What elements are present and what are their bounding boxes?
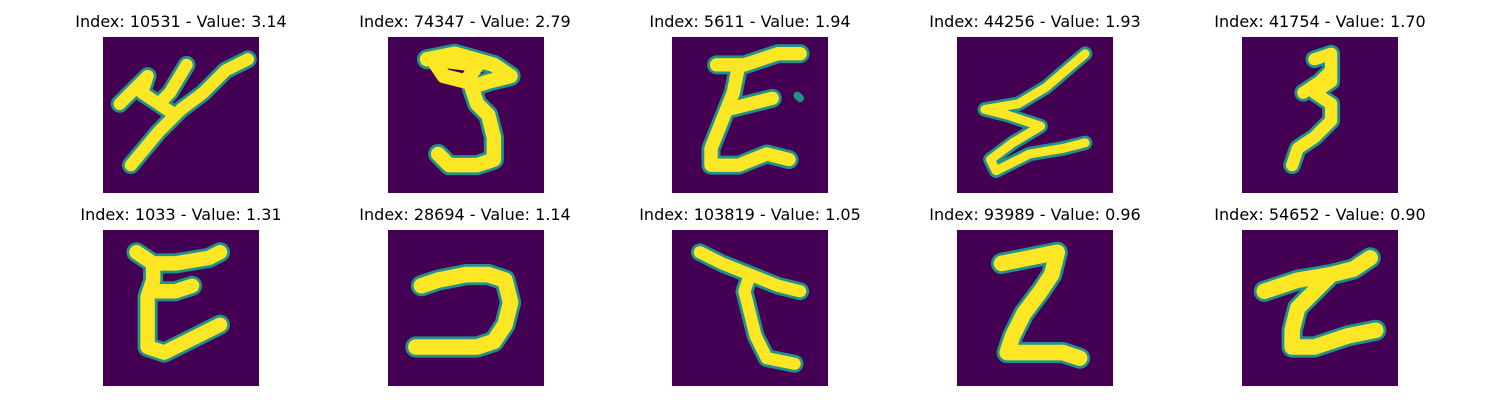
image-panel-10: Index: 54652 - Value: 0.90 <box>1170 205 1470 395</box>
image-panel-5: Index: 41754 - Value: 1.70 <box>1170 12 1470 202</box>
panel-title: Index: 103819 - Value: 1.05 <box>639 205 861 224</box>
handwritten-glyph-image <box>957 230 1113 386</box>
image-panel-9: Index: 93989 - Value: 0.96 <box>885 205 1185 395</box>
panel-title: Index: 5611 - Value: 1.94 <box>649 12 851 31</box>
panel-title: Index: 41754 - Value: 1.70 <box>1214 12 1426 31</box>
handwritten-glyph-image <box>388 37 544 193</box>
image-panel-4: Index: 44256 - Value: 1.93 <box>885 12 1185 202</box>
panel-title: Index: 54652 - Value: 0.90 <box>1214 205 1426 224</box>
handwritten-glyph-image <box>957 37 1113 193</box>
panel-title: Index: 10531 - Value: 3.14 <box>75 12 287 31</box>
panel-title: Index: 74347 - Value: 2.79 <box>359 12 571 31</box>
handwritten-glyph-image <box>1242 37 1398 193</box>
handwritten-glyph-image <box>103 230 259 386</box>
image-panel-6: Index: 1033 - Value: 1.31 <box>31 205 331 395</box>
handwritten-glyph-image <box>388 230 544 386</box>
handwritten-glyph-image <box>1242 230 1398 386</box>
image-panel-2: Index: 74347 - Value: 2.79 <box>315 12 615 202</box>
panel-title: Index: 93989 - Value: 0.96 <box>929 205 1141 224</box>
handwritten-glyph-image <box>672 230 828 386</box>
image-panel-3: Index: 5611 - Value: 1.94 <box>600 12 900 202</box>
handwritten-glyph-image <box>672 37 828 193</box>
image-panel-1: Index: 10531 - Value: 3.14 <box>31 12 331 202</box>
image-panel-7: Index: 28694 - Value: 1.14 <box>315 205 615 395</box>
panel-title: Index: 1033 - Value: 1.31 <box>80 205 282 224</box>
handwritten-glyph-image <box>103 37 259 193</box>
panel-title: Index: 44256 - Value: 1.93 <box>929 12 1141 31</box>
image-panel-8: Index: 103819 - Value: 1.05 <box>600 205 900 395</box>
panel-title: Index: 28694 - Value: 1.14 <box>359 205 571 224</box>
